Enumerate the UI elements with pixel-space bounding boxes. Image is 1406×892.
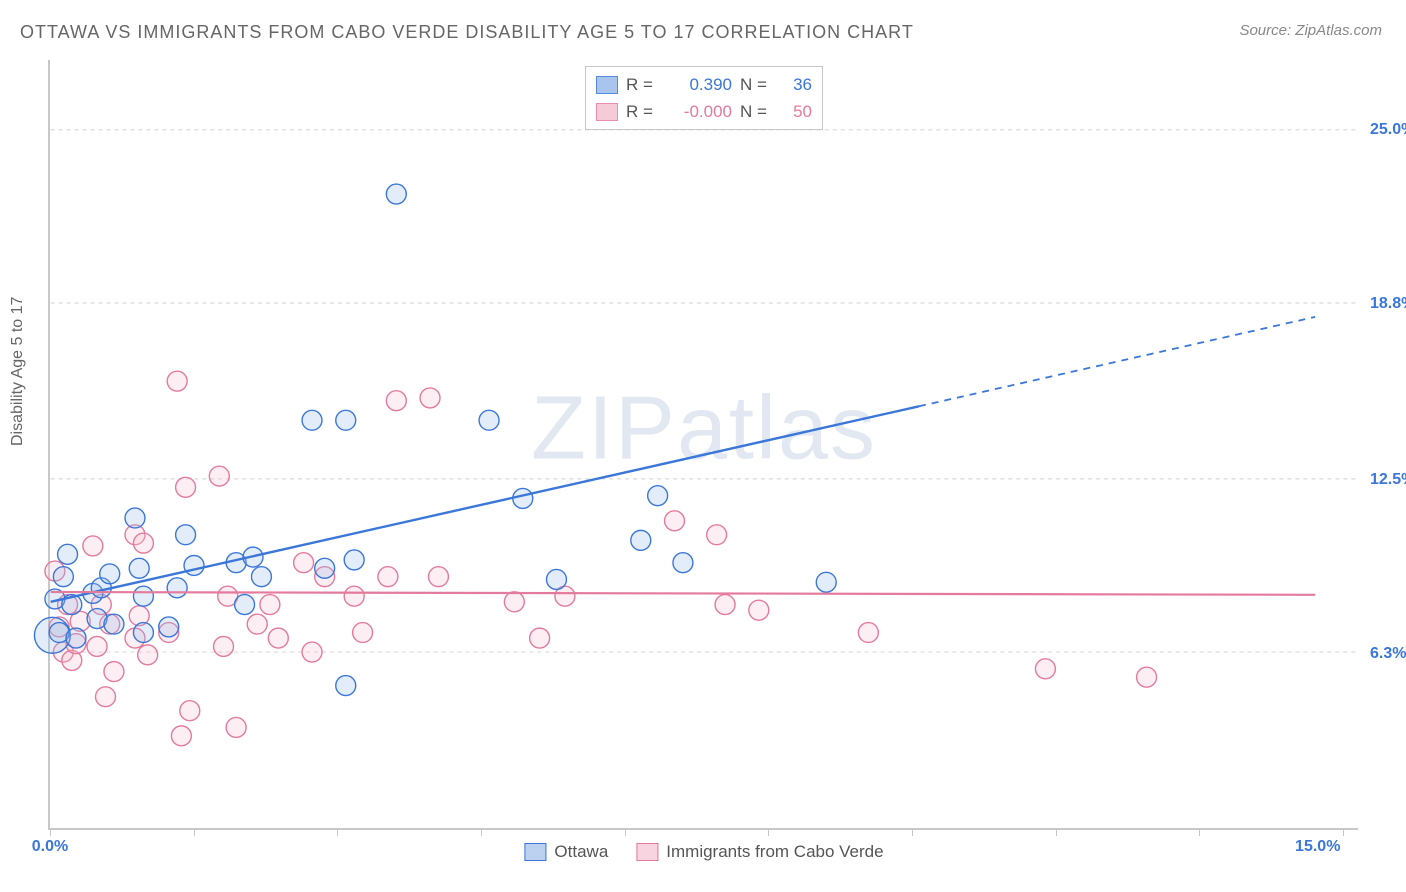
legend-swatch [596,76,618,94]
legend-label: Immigrants from Cabo Verde [666,842,883,862]
x-tick [481,828,482,836]
x-tick [1056,828,1057,836]
x-tick [194,828,195,836]
y-tick-label: 6.3% [1370,645,1406,663]
stat-r-label: R = [626,98,660,125]
legend-swatch [636,843,658,861]
x-tick [337,828,338,836]
x-tick-label: 0.0% [32,838,68,856]
stat-n-value: 50 [782,98,812,125]
stat-n-value: 36 [782,71,812,98]
stat-n-label: N = [740,71,774,98]
legend-swatch [524,843,546,861]
x-tick [1199,828,1200,836]
y-tick-label: 18.8% [1370,295,1406,313]
plot-svg [50,60,1358,828]
legend-label: Ottawa [554,842,608,862]
stats-legend-row: R = 0.390 N = 36 [596,71,812,98]
x-tick [50,828,51,836]
source-label: Source: ZipAtlas.com [1239,22,1382,39]
chart-container: OTTAWA VS IMMIGRANTS FROM CABO VERDE DIS… [0,0,1406,892]
stats-legend-row: R = -0.000 N = 50 [596,98,812,125]
stat-r-value: 0.390 [668,71,732,98]
y-tick-label: 12.5% [1370,471,1406,489]
y-tick-label: 25.0% [1370,121,1406,139]
y-axis-label: Disability Age 5 to 17 [9,297,27,446]
x-tick [768,828,769,836]
legend-item: Ottawa [524,842,608,862]
legend-swatch [596,103,618,121]
legend-item: Immigrants from Cabo Verde [636,842,883,862]
series-legend: Ottawa Immigrants from Cabo Verde [524,842,883,862]
stat-r-value: -0.000 [668,98,732,125]
x-tick [625,828,626,836]
chart-title: OTTAWA VS IMMIGRANTS FROM CABO VERDE DIS… [20,22,914,43]
stat-n-label: N = [740,98,774,125]
x-tick [912,828,913,836]
x-tick-label: 15.0% [1295,838,1340,856]
x-tick [1343,828,1344,836]
stats-legend: R = 0.390 N = 36 R = -0.000 N = 50 [585,66,823,130]
stat-r-label: R = [626,71,660,98]
plot-area: ZIPatlas R =0.390N =36R =-0.000N =50 Ott… [48,60,1358,830]
